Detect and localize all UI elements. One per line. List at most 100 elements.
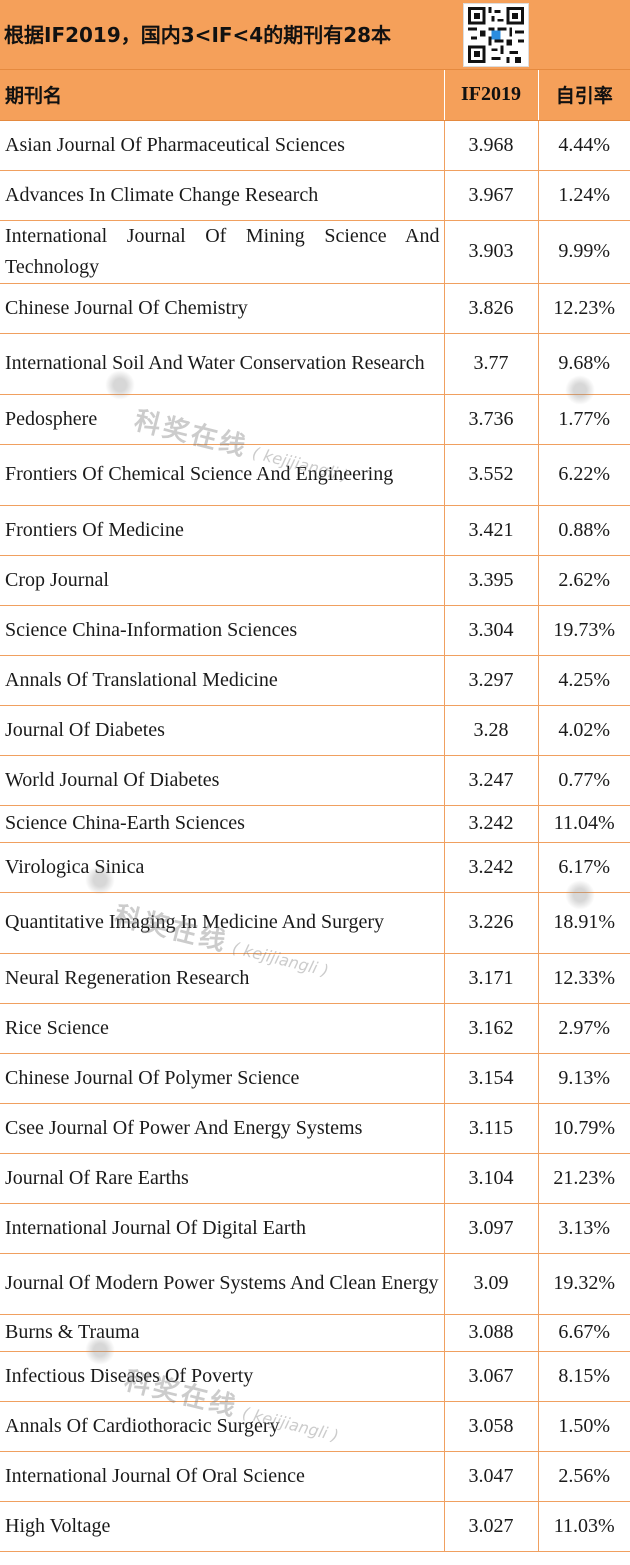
self-citation-rate: 3.13% xyxy=(538,1203,630,1254)
table-row: Frontiers Of Chemical Science And Engine… xyxy=(0,444,630,506)
table-row: International Journal Of Mining Science … xyxy=(0,220,630,284)
impact-factor: 3.067 xyxy=(444,1351,539,1402)
table-row: Chinese Journal Of Polymer Science 3.154 9… xyxy=(0,1053,630,1104)
self-citation-rate: 9.13% xyxy=(538,1053,630,1104)
self-citation-rate: 4.25% xyxy=(538,655,630,706)
journal-name: Neural Regeneration Research xyxy=(0,953,445,1004)
table-row: Csee Journal Of Power And Energy Systems… xyxy=(0,1103,630,1154)
self-citation-rate: 2.56% xyxy=(538,1451,630,1502)
journal-name: International Journal Of Digital Earth xyxy=(0,1203,445,1254)
self-citation-rate: 2.97% xyxy=(538,1003,630,1054)
self-citation-rate: 12.23% xyxy=(538,283,630,334)
journal-name: High Voltage xyxy=(0,1501,445,1552)
impact-factor: 3.242 xyxy=(444,805,539,843)
impact-factor: 3.421 xyxy=(444,505,539,556)
self-citation-rate: 1.50% xyxy=(538,1401,630,1452)
self-citation-rate: 11.03% xyxy=(538,1501,630,1552)
journal-name: Virologica Sinica xyxy=(0,842,445,893)
impact-factor: 3.242 xyxy=(444,842,539,893)
journal-name: Annals Of Cardiothoracic Surgery xyxy=(0,1401,445,1452)
impact-factor: 3.552 xyxy=(444,444,539,506)
impact-factor: 3.77 xyxy=(444,333,539,395)
table-row: Science China-Earth Sciences 3.242 11.04% xyxy=(0,805,630,843)
column-header-self-cite: 自引率 xyxy=(538,70,630,121)
self-citation-rate: 8.15% xyxy=(538,1351,630,1402)
journal-name: Journal Of Rare Earths xyxy=(0,1153,445,1204)
impact-factor: 3.297 xyxy=(444,655,539,706)
column-header-name: 期刊名 xyxy=(0,70,445,121)
journal-name: Csee Journal Of Power And Energy Systems xyxy=(0,1103,445,1154)
qr-code-icon[interactable] xyxy=(463,3,529,67)
self-citation-rate: 1.24% xyxy=(538,170,630,221)
table-row: Annals Of Cardiothoracic Surgery 3.058 1.5… xyxy=(0,1401,630,1452)
journal-name: Rice Science xyxy=(0,1003,445,1054)
impact-factor: 3.154 xyxy=(444,1053,539,1104)
table-row: Asian Journal Of Pharmaceutical Sciences… xyxy=(0,120,630,171)
self-citation-rate: 6.67% xyxy=(538,1314,630,1352)
self-citation-rate: 12.33% xyxy=(538,953,630,1004)
journal-name: Frontiers Of Medicine xyxy=(0,505,445,556)
journal-name: Infectious Diseases Of Poverty xyxy=(0,1351,445,1402)
table-row: Advances In Climate Change Research 3.967… xyxy=(0,170,630,221)
table-row: Virologica Sinica 3.242 6.17% xyxy=(0,842,630,893)
table-row: Frontiers Of Medicine 3.421 0.88% xyxy=(0,505,630,556)
self-citation-rate: 6.17% xyxy=(538,842,630,893)
table-row: International Journal Of Oral Science 3.0… xyxy=(0,1451,630,1502)
table-row: International Journal Of Digital Earth 3.… xyxy=(0,1203,630,1254)
table-row: Annals Of Translational Medicine 3.297 4.2… xyxy=(0,655,630,706)
journal-name: Science China-Information Sciences xyxy=(0,605,445,656)
journal-name: Asian Journal Of Pharmaceutical Sciences xyxy=(0,120,445,171)
title-banner: 根据IF2019，国内3<IF<4的期刊有28本 xyxy=(0,0,630,70)
journal-name: Pedosphere xyxy=(0,394,445,445)
journal-name: Crop Journal xyxy=(0,555,445,606)
impact-factor: 3.736 xyxy=(444,394,539,445)
impact-factor: 3.027 xyxy=(444,1501,539,1552)
impact-factor: 3.226 xyxy=(444,892,539,954)
table-row: Neural Regeneration Research 3.171 12.33% xyxy=(0,953,630,1004)
journal-name: Chinese Journal Of Polymer Science xyxy=(0,1053,445,1104)
impact-factor: 3.967 xyxy=(444,170,539,221)
impact-factor: 3.058 xyxy=(444,1401,539,1452)
table-row: Chinese Journal Of Chemistry 3.826 12.23% xyxy=(0,283,630,334)
self-citation-rate: 18.91% xyxy=(538,892,630,954)
table-row: World Journal Of Diabetes 3.247 0.77% xyxy=(0,755,630,806)
table-row: Infectious Diseases Of Poverty 3.067 8.15% xyxy=(0,1351,630,1402)
self-citation-rate: 6.22% xyxy=(538,444,630,506)
journal-name: Quantitative Imaging In Medicine And Sur… xyxy=(0,892,445,954)
column-header-if: IF2019 xyxy=(444,70,539,121)
impact-factor: 3.968 xyxy=(444,120,539,171)
self-citation-rate: 19.73% xyxy=(538,605,630,656)
impact-factor: 3.903 xyxy=(444,220,539,284)
self-citation-rate: 19.32% xyxy=(538,1253,630,1315)
journal-name: Journal Of Diabetes xyxy=(0,705,445,756)
table-row: Quantitative Imaging In Medicine And Sur… xyxy=(0,892,630,954)
impact-factor: 3.047 xyxy=(444,1451,539,1502)
self-citation-rate: 0.77% xyxy=(538,755,630,806)
table-row: Crop Journal 3.395 2.62% xyxy=(0,555,630,606)
self-citation-rate: 21.23% xyxy=(538,1153,630,1204)
table-row: International Soil And Water Conservatio… xyxy=(0,333,630,395)
self-citation-rate: 1.77% xyxy=(538,394,630,445)
journal-name: International Soil And Water Conservatio… xyxy=(0,333,445,395)
table-header-row: 期刊名 IF2019 自引率 xyxy=(0,70,630,121)
impact-factor: 3.088 xyxy=(444,1314,539,1352)
table-row: Rice Science 3.162 2.97% xyxy=(0,1003,630,1054)
journal-name: Science China-Earth Sciences xyxy=(0,805,445,843)
journal-name: Frontiers Of Chemical Science And Engine… xyxy=(0,444,445,506)
impact-factor: 3.171 xyxy=(444,953,539,1004)
table-row: Journal Of Modern Power Systems And Clea… xyxy=(0,1253,630,1315)
impact-factor: 3.115 xyxy=(444,1103,539,1154)
self-citation-rate: 9.68% xyxy=(538,333,630,395)
journal-name: Chinese Journal Of Chemistry xyxy=(0,283,445,334)
table-row: Burns & Trauma 3.088 6.67% xyxy=(0,1314,630,1352)
self-citation-rate: 4.44% xyxy=(538,120,630,171)
self-citation-rate: 9.99% xyxy=(538,220,630,284)
impact-factor: 3.09 xyxy=(444,1253,539,1315)
impact-factor: 3.28 xyxy=(444,705,539,756)
journal-name: International Journal Of Oral Science xyxy=(0,1451,445,1502)
impact-factor: 3.826 xyxy=(444,283,539,334)
table-row: High Voltage 3.027 11.03% xyxy=(0,1501,630,1552)
self-citation-rate: 2.62% xyxy=(538,555,630,606)
self-citation-rate: 11.04% xyxy=(538,805,630,843)
table-row: Pedosphere 3.736 1.77% xyxy=(0,394,630,445)
